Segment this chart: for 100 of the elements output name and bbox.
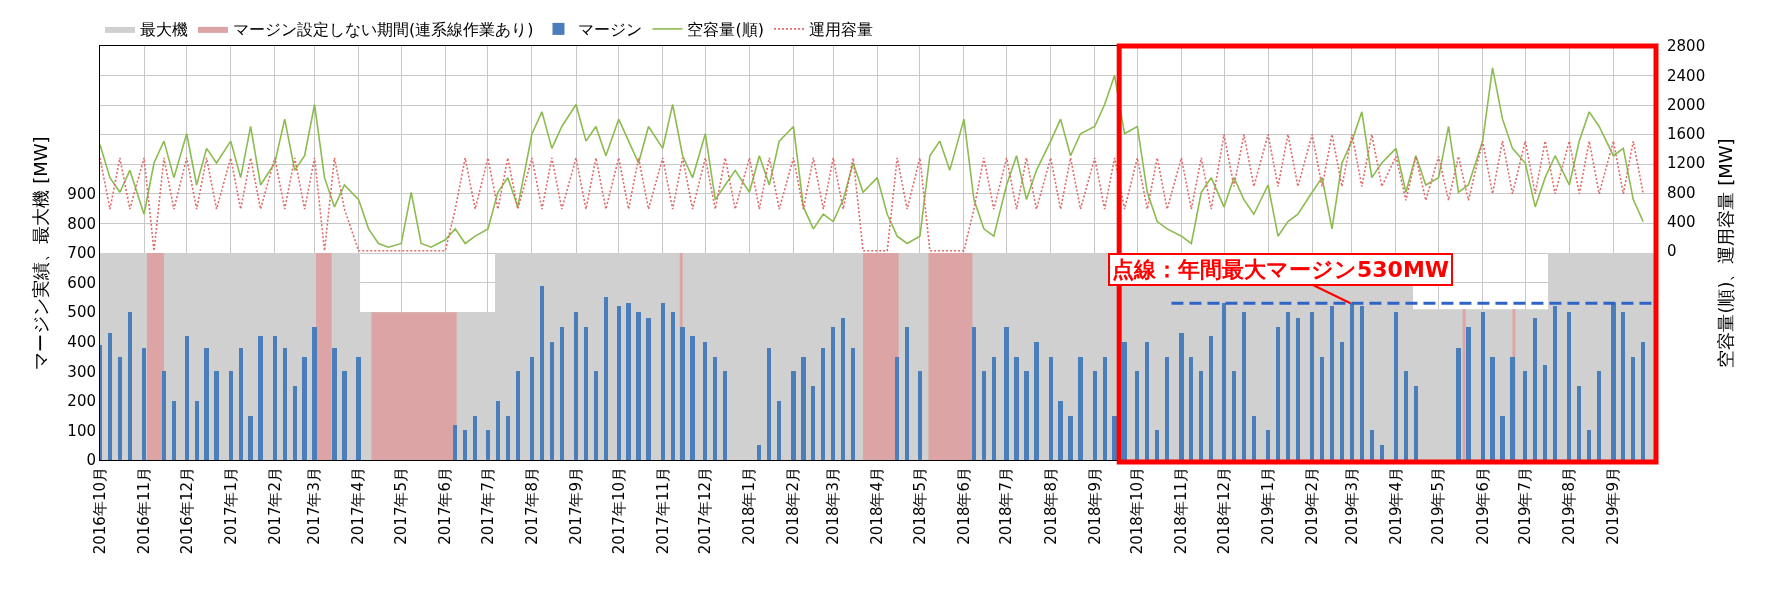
bar (723, 371, 727, 460)
bar (703, 342, 707, 460)
x-tick-label: 2018年2月 (784, 467, 803, 545)
bar (1380, 445, 1384, 460)
bar (918, 371, 922, 460)
x-tick-label: 2019年2月 (1302, 467, 1321, 545)
line-series (100, 67, 1645, 248)
x-tick-label: 2017年9月 (566, 467, 585, 545)
bar (895, 357, 899, 460)
bar (100, 345, 102, 460)
bar (185, 336, 189, 460)
y2-tick-label: 1200 (1667, 154, 1706, 173)
bar (636, 312, 641, 460)
bar (342, 371, 347, 460)
bar (1466, 327, 1471, 460)
x-tick-label: 2019年5月 (1429, 467, 1448, 545)
bar (594, 371, 598, 460)
x-tick-label: 2017年1月 (221, 467, 240, 545)
y-tick-label: 500 (67, 303, 96, 322)
bar (757, 445, 761, 460)
bar (1276, 327, 1280, 460)
x-tick-label: 2018年10月 (1128, 467, 1147, 555)
bar (1510, 357, 1515, 460)
bar (767, 348, 771, 460)
bar (1310, 312, 1314, 460)
bar (453, 425, 457, 460)
bar (791, 371, 796, 460)
bar (1631, 357, 1635, 460)
y-tick-label: 800 (67, 214, 96, 233)
x-tick-label: 2017年10月 (609, 467, 628, 555)
bar (302, 357, 307, 460)
x-tick-label: 2017年7月 (478, 467, 497, 545)
x-tick-label: 2017年3月 (305, 467, 324, 545)
y2-tick-label: 0 (1667, 242, 1677, 261)
bar (584, 327, 588, 460)
bar (1135, 371, 1139, 460)
bar (239, 348, 243, 460)
bar (1577, 386, 1581, 460)
y-tick-label: 300 (67, 362, 96, 381)
bar (661, 303, 665, 460)
bar (1068, 416, 1073, 460)
bar (1330, 306, 1334, 460)
y-tick-label: 0 (86, 451, 96, 470)
x-tick-label: 2018年9月 (1085, 467, 1104, 545)
bar (560, 327, 564, 460)
bar (1320, 357, 1324, 460)
bar (172, 401, 176, 460)
bar (1266, 430, 1270, 460)
y-tick-label: 900 (67, 185, 96, 204)
y-tick-label: 600 (67, 273, 96, 292)
bar (1641, 342, 1645, 460)
bar (1533, 318, 1537, 460)
bar (1414, 386, 1418, 460)
x-tick-label: 2017年5月 (392, 467, 411, 545)
bar (1024, 371, 1029, 460)
bar (1093, 371, 1097, 460)
legend-label: マージン設定しない期間(連系線作業あり) (233, 20, 534, 40)
bar (1296, 318, 1300, 460)
x-tick-label: 2019年3月 (1342, 467, 1361, 545)
y2-tick-label: 800 (1667, 183, 1696, 202)
bar (1103, 357, 1107, 460)
legend-label: 空容量(順) (687, 20, 764, 40)
bar (1122, 342, 1127, 460)
bar (841, 318, 845, 460)
x-tick-label: 2019年7月 (1516, 467, 1535, 545)
bar (1370, 430, 1374, 460)
bar (1500, 416, 1505, 460)
bar (982, 371, 986, 460)
x-tick-label: 2019年9月 (1604, 467, 1623, 545)
bar (1567, 312, 1571, 460)
y2-axis-title: 空容量(順)、運用容量 [MW] (1715, 138, 1737, 368)
annotation: 点線：年間最大マージン530MW (1112, 257, 1450, 282)
bar (1145, 342, 1149, 460)
x-tick-label: 2018年4月 (868, 467, 887, 545)
bar (1014, 357, 1019, 460)
bar (1049, 357, 1053, 460)
legend-label: 運用容量 (808, 20, 873, 40)
x-tick-label: 2016年12月 (177, 467, 196, 555)
bar (506, 416, 510, 460)
bar (992, 357, 996, 460)
bar (1004, 327, 1009, 460)
bar (142, 348, 146, 460)
bar (293, 386, 297, 460)
x-tick-label: 2018年12月 (1214, 467, 1233, 555)
bar (1340, 342, 1344, 460)
bar (273, 336, 277, 460)
bar (1597, 371, 1601, 460)
bar (905, 327, 909, 460)
bar (1112, 416, 1117, 460)
bar (1286, 312, 1290, 460)
bar (1189, 357, 1193, 460)
bar (248, 416, 253, 460)
x-tick-label: 2017年8月 (522, 467, 541, 545)
bar (1621, 312, 1625, 460)
bar (530, 357, 534, 460)
bar (1360, 306, 1364, 460)
legend-label: 最大機 (140, 20, 188, 40)
bar (690, 336, 695, 460)
x-tick-label: 2019年1月 (1258, 467, 1277, 545)
bar (1058, 401, 1063, 460)
